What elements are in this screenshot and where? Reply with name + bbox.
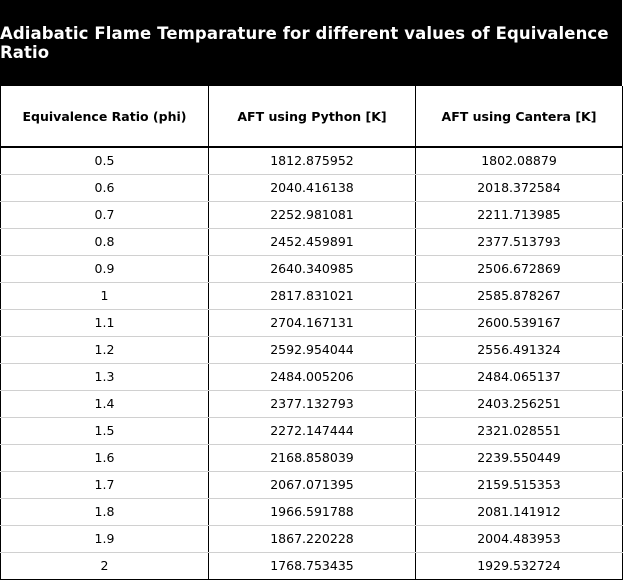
cell-aft-python: 2377.132793 bbox=[208, 390, 416, 418]
table-row: 1.4 2377.132793 2403.256251 bbox=[0, 390, 623, 418]
cell-equivalence-ratio: 1.3 bbox=[0, 363, 209, 391]
cell-aft-cantera: 2585.878267 bbox=[415, 282, 623, 310]
cell-aft-python: 2592.954044 bbox=[208, 336, 416, 364]
cell-aft-python: 2640.340985 bbox=[208, 255, 416, 283]
cell-aft-cantera: 2239.550449 bbox=[415, 444, 623, 472]
cell-aft-python: 1867.220228 bbox=[208, 525, 416, 553]
cell-equivalence-ratio: 0.7 bbox=[0, 201, 209, 229]
table-row: 2 1768.753435 1929.532724 bbox=[0, 552, 623, 580]
table-row: 1.8 1966.591788 2081.141912 bbox=[0, 498, 623, 526]
cell-equivalence-ratio: 1.7 bbox=[0, 471, 209, 499]
table-row: 0.5 1812.875952 1802.08879 bbox=[0, 147, 623, 175]
column-header-aft-cantera: AFT using Cantera [K] bbox=[415, 86, 623, 148]
table-title: Adiabatic Flame Temparature for differen… bbox=[0, 0, 622, 86]
cell-equivalence-ratio: 1.1 bbox=[0, 309, 209, 337]
cell-equivalence-ratio: 0.6 bbox=[0, 174, 209, 202]
cell-aft-cantera: 2004.483953 bbox=[415, 525, 623, 553]
cell-aft-cantera: 2211.713985 bbox=[415, 201, 623, 229]
cell-aft-cantera: 2506.672869 bbox=[415, 255, 623, 283]
cell-aft-python: 2452.459891 bbox=[208, 228, 416, 256]
cell-equivalence-ratio: 0.9 bbox=[0, 255, 209, 283]
table-row: 1.1 2704.167131 2600.539167 bbox=[0, 309, 623, 337]
cell-aft-python: 1966.591788 bbox=[208, 498, 416, 526]
table-row: 1.6 2168.858039 2239.550449 bbox=[0, 444, 623, 472]
cell-aft-python: 2272.147444 bbox=[208, 417, 416, 445]
column-header-equivalence-ratio: Equivalence Ratio (phi) bbox=[0, 86, 209, 148]
table-row: 1.9 1867.220228 2004.483953 bbox=[0, 525, 623, 553]
cell-equivalence-ratio: 1 bbox=[0, 282, 209, 310]
table-row: 1.7 2067.071395 2159.515353 bbox=[0, 471, 623, 499]
cell-equivalence-ratio: 1.4 bbox=[0, 390, 209, 418]
table-row: 1 2817.831021 2585.878267 bbox=[0, 282, 623, 310]
cell-aft-python: 2067.071395 bbox=[208, 471, 416, 499]
cell-aft-cantera: 1802.08879 bbox=[415, 147, 623, 175]
cell-aft-cantera: 2377.513793 bbox=[415, 228, 623, 256]
table-row: 1.3 2484.005206 2484.065137 bbox=[0, 363, 623, 391]
data-table: Equivalence Ratio (phi) AFT using Python… bbox=[0, 86, 623, 580]
cell-aft-python: 2704.167131 bbox=[208, 309, 416, 337]
cell-aft-cantera: 1929.532724 bbox=[415, 552, 623, 580]
cell-aft-python: 2484.005206 bbox=[208, 363, 416, 391]
cell-aft-cantera: 2484.065137 bbox=[415, 363, 623, 391]
table-row: 1.5 2272.147444 2321.028551 bbox=[0, 417, 623, 445]
cell-aft-cantera: 2081.141912 bbox=[415, 498, 623, 526]
header-row: Equivalence Ratio (phi) AFT using Python… bbox=[0, 86, 623, 148]
table-row: 0.7 2252.981081 2211.713985 bbox=[0, 201, 623, 229]
table-row: 0.9 2640.340985 2506.672869 bbox=[0, 255, 623, 283]
table-row: 0.8 2452.459891 2377.513793 bbox=[0, 228, 623, 256]
cell-aft-cantera: 2403.256251 bbox=[415, 390, 623, 418]
table-row: 1.2 2592.954044 2556.491324 bbox=[0, 336, 623, 364]
cell-equivalence-ratio: 1.6 bbox=[0, 444, 209, 472]
cell-aft-cantera: 2321.028551 bbox=[415, 417, 623, 445]
cell-aft-python: 2817.831021 bbox=[208, 282, 416, 310]
cell-equivalence-ratio: 1.2 bbox=[0, 336, 209, 364]
table-row: 0.6 2040.416138 2018.372584 bbox=[0, 174, 623, 202]
cell-aft-python: 1812.875952 bbox=[208, 147, 416, 175]
cell-aft-python: 2040.416138 bbox=[208, 174, 416, 202]
cell-aft-python: 2168.858039 bbox=[208, 444, 416, 472]
cell-equivalence-ratio: 0.8 bbox=[0, 228, 209, 256]
cell-equivalence-ratio: 1.8 bbox=[0, 498, 209, 526]
cell-equivalence-ratio: 1.5 bbox=[0, 417, 209, 445]
cell-aft-python: 1768.753435 bbox=[208, 552, 416, 580]
cell-aft-cantera: 2600.539167 bbox=[415, 309, 623, 337]
cell-equivalence-ratio: 1.9 bbox=[0, 525, 209, 553]
cell-aft-python: 2252.981081 bbox=[208, 201, 416, 229]
column-header-aft-python: AFT using Python [K] bbox=[208, 86, 416, 148]
cell-aft-cantera: 2556.491324 bbox=[415, 336, 623, 364]
cell-aft-cantera: 2018.372584 bbox=[415, 174, 623, 202]
cell-equivalence-ratio: 0.5 bbox=[0, 147, 209, 175]
cell-equivalence-ratio: 2 bbox=[0, 552, 209, 580]
cell-aft-cantera: 2159.515353 bbox=[415, 471, 623, 499]
